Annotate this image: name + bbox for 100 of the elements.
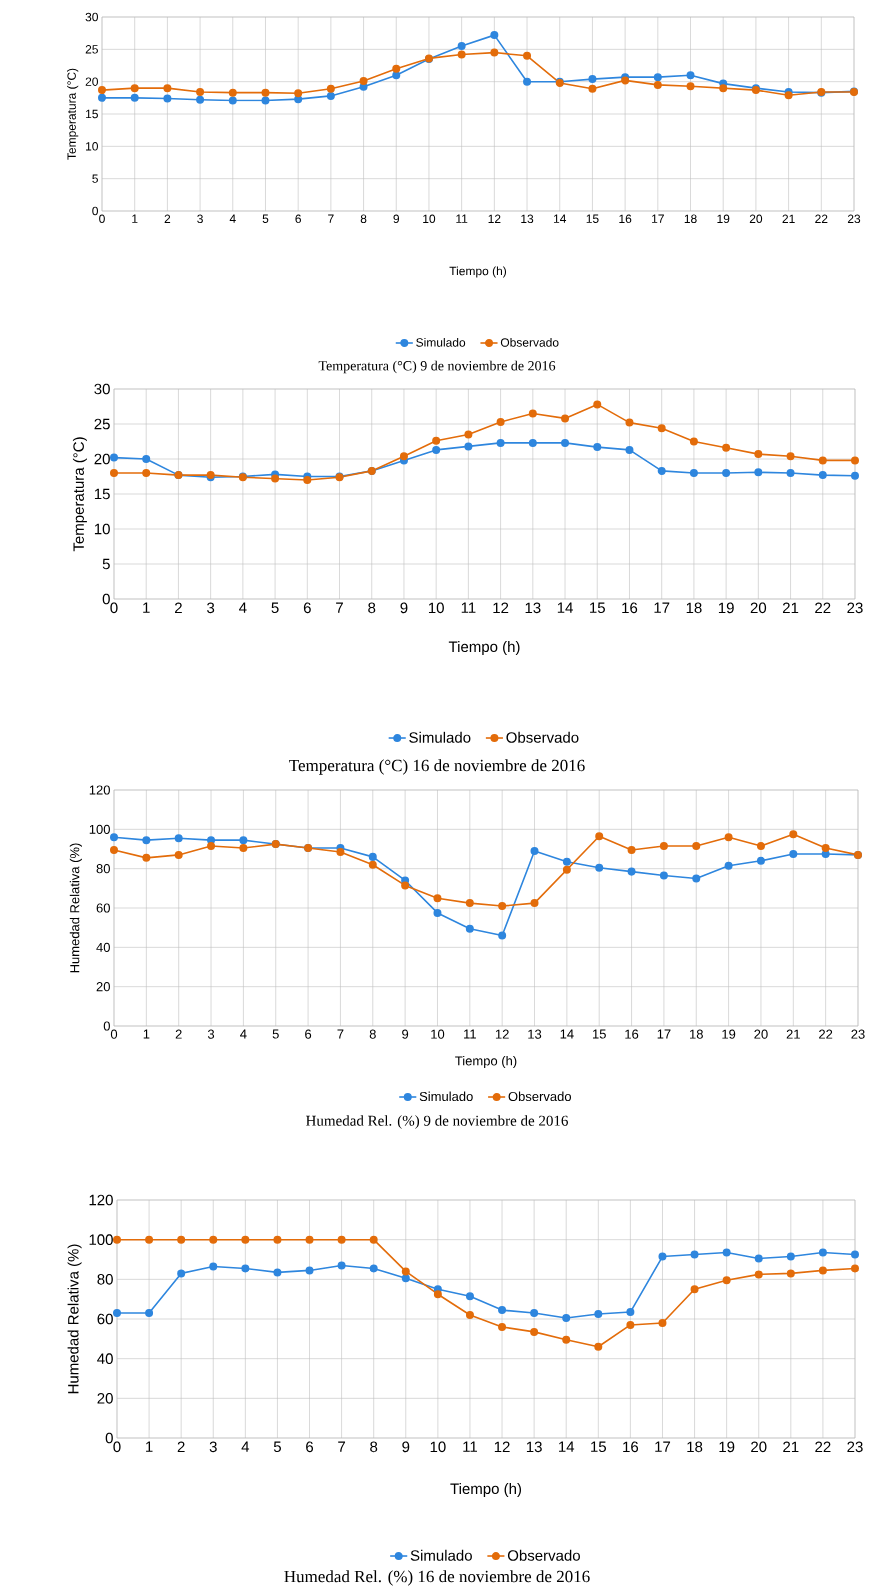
x-tick-label: 1 bbox=[143, 1029, 150, 1039]
x-tick-label: 1 bbox=[143, 602, 150, 613]
x-tick-label: 1 bbox=[132, 214, 138, 223]
legend-label: Simulado bbox=[410, 1549, 472, 1561]
y-tick-label: 120 bbox=[89, 785, 110, 795]
x-tick-label: 20 bbox=[754, 1029, 768, 1039]
x-tick-label: 7 bbox=[336, 602, 343, 613]
legend-label: Observado bbox=[508, 1091, 572, 1102]
x-tick-label: 8 bbox=[369, 1029, 376, 1039]
x-tick-label: 3 bbox=[207, 1029, 215, 1039]
x-tick-label: 23 bbox=[847, 214, 861, 224]
x-tick-label: 20 bbox=[749, 214, 763, 224]
x-tick-label: 18 bbox=[687, 1441, 703, 1453]
x-tick-label: 14 bbox=[560, 1029, 574, 1039]
x-tick-label: 10 bbox=[430, 1441, 446, 1453]
y-tick-label: 40 bbox=[97, 1353, 113, 1364]
x-tick-label: 18 bbox=[690, 1029, 703, 1039]
y-tick-label: 20 bbox=[94, 453, 110, 465]
x-tick-label: 15 bbox=[592, 1029, 606, 1039]
x-tick-label: 15 bbox=[591, 1441, 607, 1452]
x-tick-label: 21 bbox=[782, 214, 795, 223]
y-tick-label: 80 bbox=[97, 1274, 113, 1285]
x-tick-label: 2 bbox=[175, 1029, 182, 1039]
x-tick-label: 16 bbox=[625, 1029, 639, 1039]
x-tick-label: 12 bbox=[488, 214, 501, 223]
x-tick-label: 6 bbox=[305, 1029, 312, 1039]
y-axis-title: Humedad Relativa (%) bbox=[69, 843, 82, 973]
x-tick-label: 4 bbox=[240, 1029, 247, 1039]
x-tick-label: 5 bbox=[262, 214, 269, 223]
x-tick-label: 2 bbox=[177, 1441, 185, 1453]
x-tick-label: 3 bbox=[207, 602, 215, 614]
x-tick-label: 16 bbox=[622, 602, 638, 614]
y-tick-label: 80 bbox=[96, 864, 110, 874]
x-tick-label: 2 bbox=[164, 214, 171, 223]
y-tick-label: 100 bbox=[89, 1234, 113, 1245]
x-tick-label: 2 bbox=[175, 602, 182, 614]
text: Temperatura (°C) 16 de noviembre de 2016 bbox=[289, 759, 585, 775]
legend-label: Simulado bbox=[416, 337, 466, 347]
x-tick-label: 6 bbox=[303, 602, 311, 614]
x-tick-label: 21 bbox=[782, 602, 799, 614]
x-axis-title: Tiempo (h) bbox=[450, 1483, 522, 1497]
x-tick-label: 8 bbox=[360, 214, 367, 224]
x-tick-label: 9 bbox=[400, 602, 408, 614]
y-tick-label: 20 bbox=[97, 1393, 113, 1404]
x-tick-label: 21 bbox=[783, 1441, 799, 1453]
x-tick-label: 4 bbox=[229, 214, 236, 223]
x-tick-label: 8 bbox=[368, 602, 376, 614]
x-tick-label: 5 bbox=[272, 1029, 279, 1039]
x-tick-label: 9 bbox=[402, 1029, 409, 1039]
x-tick-label: 23 bbox=[847, 602, 863, 614]
x-tick-label: 22 bbox=[815, 214, 828, 223]
x-tick-label: 13 bbox=[521, 214, 534, 224]
x-tick-label: 14 bbox=[557, 602, 573, 613]
x-tick-label: 6 bbox=[306, 1441, 314, 1453]
x-tick-label: 22 bbox=[815, 602, 831, 614]
x-tick-label: 12 bbox=[495, 1029, 509, 1039]
y-tick-label: 120 bbox=[89, 1194, 113, 1206]
legend-label: Observado bbox=[500, 337, 559, 347]
x-tick-label: 17 bbox=[652, 214, 664, 223]
y-tick-label: 25 bbox=[94, 418, 110, 430]
x-tick-label: 19 bbox=[718, 602, 734, 614]
x-tick-label: 9 bbox=[393, 214, 400, 224]
x-tick-label: 16 bbox=[619, 214, 632, 224]
x-tick-label: 1 bbox=[146, 1441, 153, 1452]
y-tick-label: 30 bbox=[85, 12, 98, 22]
x-tick-label: 18 bbox=[686, 602, 702, 614]
x-tick-label: 12 bbox=[493, 602, 509, 614]
x-tick-label: 13 bbox=[526, 1441, 542, 1453]
y-axis-title: Temperatura (°C) bbox=[67, 68, 79, 160]
x-tick-label: 9 bbox=[402, 1441, 410, 1453]
x-tick-label: 11 bbox=[464, 1029, 476, 1039]
x-tick-label: 17 bbox=[655, 1441, 671, 1452]
x-tick-label: 15 bbox=[586, 214, 599, 223]
y-tick-label: 20 bbox=[85, 77, 98, 86]
y-tick-label: 5 bbox=[102, 558, 110, 570]
x-tick-label: 23 bbox=[851, 1029, 865, 1039]
y-tick-label: 0 bbox=[102, 593, 110, 605]
x-tick-label: 17 bbox=[657, 1029, 671, 1039]
x-tick-label: 10 bbox=[423, 214, 436, 224]
text: Humedad Rel. (%) 16 de noviembre de 2016 bbox=[284, 1570, 590, 1586]
x-tick-label: 14 bbox=[553, 214, 567, 223]
y-tick-label: 60 bbox=[96, 903, 110, 913]
x-tick-label: 11 bbox=[463, 1441, 478, 1452]
x-tick-label: 13 bbox=[525, 602, 541, 614]
legend-label: Observado bbox=[507, 1549, 580, 1561]
x-tick-label: 18 bbox=[684, 214, 697, 224]
x-axis-title: Tiempo (h) bbox=[449, 266, 507, 278]
y-axis-title: Temperatura (°C) bbox=[72, 437, 87, 552]
y-tick-label: 25 bbox=[85, 45, 98, 54]
x-tick-label: 6 bbox=[295, 214, 301, 224]
x-tick-label: 11 bbox=[461, 602, 476, 613]
x-tick-label: 5 bbox=[271, 602, 279, 613]
y-tick-label: 0 bbox=[103, 1021, 110, 1031]
y-tick-label: 0 bbox=[105, 1432, 113, 1444]
y-tick-label: 30 bbox=[94, 383, 110, 395]
x-tick-label: 4 bbox=[239, 602, 247, 613]
x-tick-label: 11 bbox=[456, 214, 468, 223]
y-tick-label: 10 bbox=[94, 523, 110, 535]
y-tick-label: 60 bbox=[97, 1313, 113, 1325]
y-tick-label: 15 bbox=[94, 488, 110, 500]
